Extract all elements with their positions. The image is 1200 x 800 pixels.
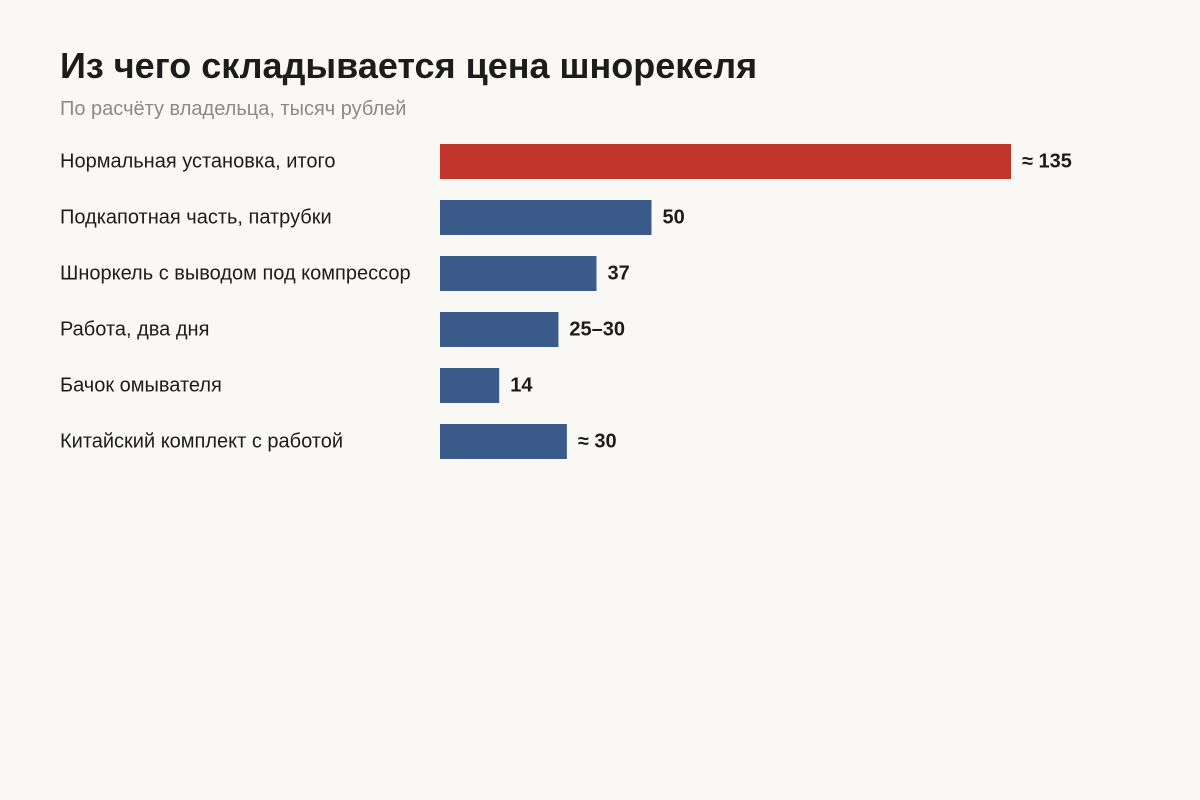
value-label: 25–30: [569, 319, 625, 341]
value-label: 14: [510, 375, 533, 397]
value-label: ≈ 135: [1022, 151, 1072, 173]
value-label: 50: [662, 207, 684, 229]
bar: [440, 424, 567, 459]
value-label: 37: [607, 263, 629, 285]
category-label: Китайский комплект с работой: [60, 431, 343, 453]
category-label: Бачок омывателя: [60, 375, 222, 397]
bar: [440, 256, 597, 291]
chart-title: Из чего складывается цена шнорекеля: [60, 45, 758, 86]
bar: [440, 312, 559, 347]
bar: [440, 368, 500, 403]
category-label: Нормальная установка, итого: [60, 151, 335, 173]
value-label: ≈ 30: [578, 431, 617, 453]
category-label: Подкапотная часть, патрубки: [60, 207, 332, 229]
chart-subtitle: По расчёту владельца, тысяч рублей: [60, 98, 407, 120]
category-label: Шноркель с выводом под компрессор: [60, 263, 411, 285]
bar-highlight: [440, 144, 1011, 179]
category-label: Работа, два дня: [60, 319, 209, 341]
bar: [440, 200, 652, 235]
